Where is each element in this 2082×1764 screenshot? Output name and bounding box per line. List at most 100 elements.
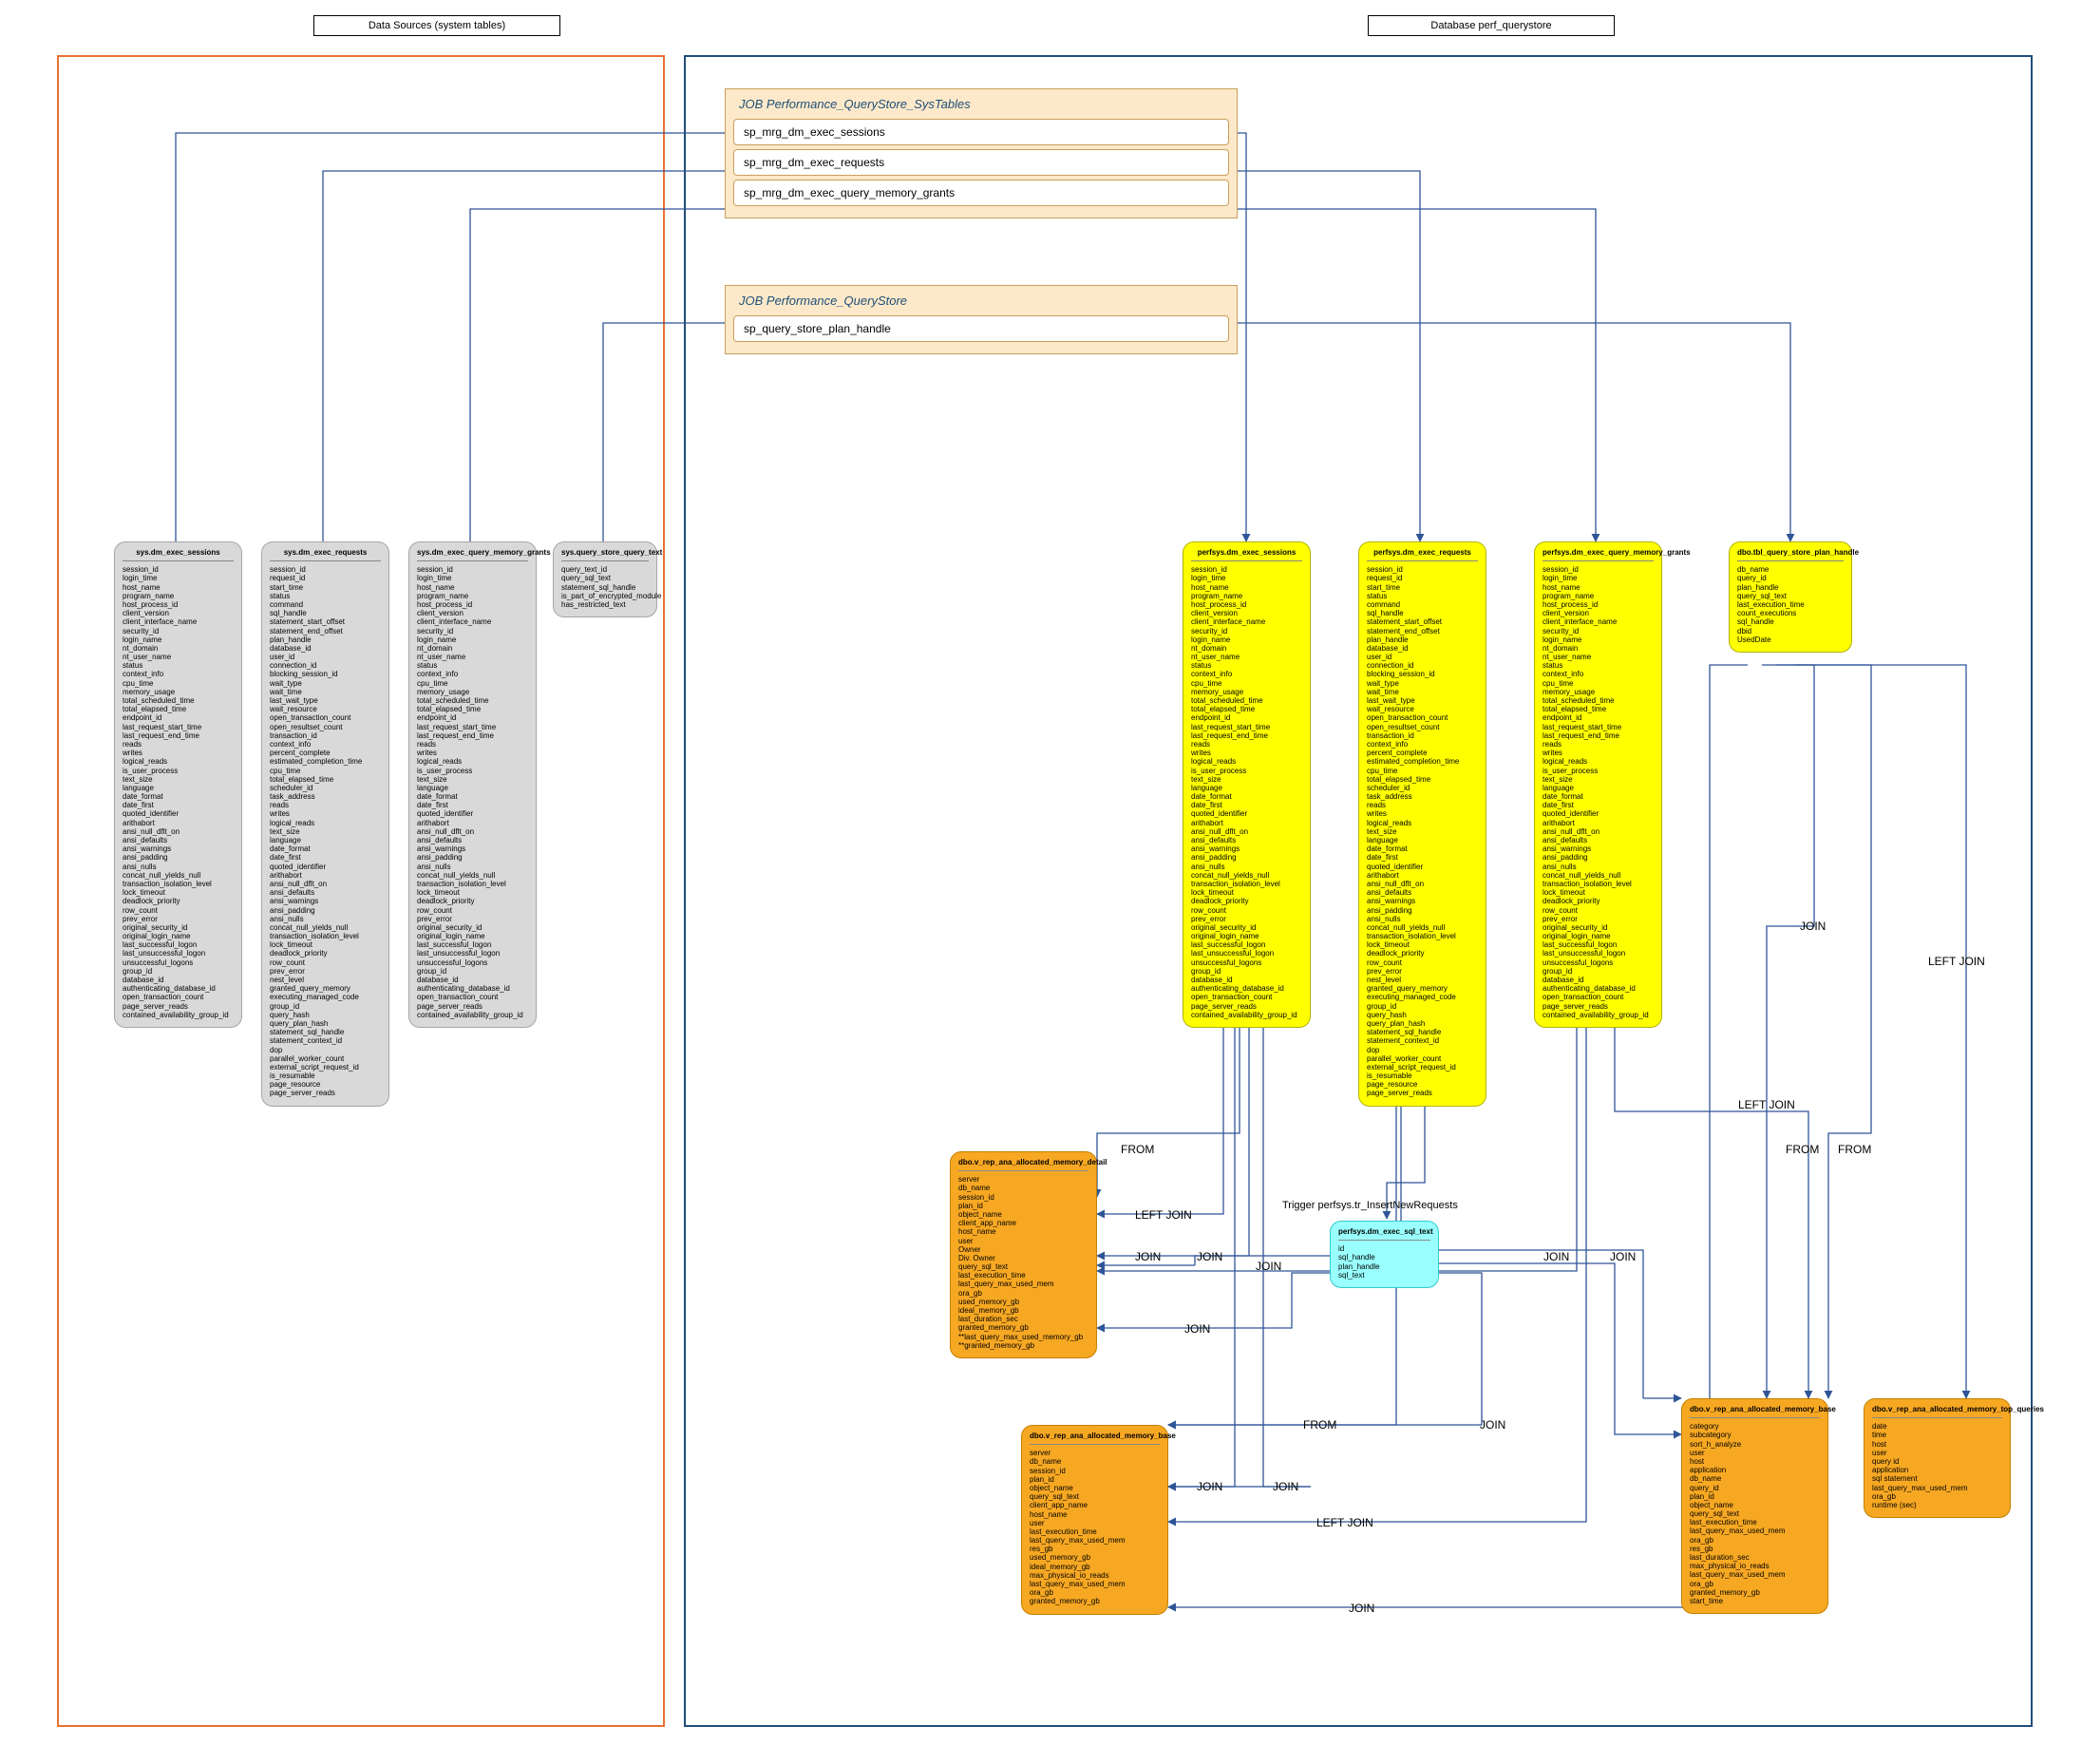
column-name: text_size — [417, 775, 528, 784]
column-name: ansi_nulls — [1367, 915, 1478, 923]
lbl-leftjoin-2: LEFT JOIN — [1738, 1098, 1795, 1111]
table-title: dbo.v_rep_ana_allocated_memory_top_queri… — [1872, 1405, 2002, 1418]
tbl-dbo-v-rep-ana-allocated-memory-top-queries: dbo.v_rep_ana_allocated_memory_top_queri… — [1864, 1398, 2011, 1518]
column-name: total_elapsed_time — [270, 775, 381, 784]
column-name: session_id — [270, 565, 381, 574]
column-name: status — [417, 661, 528, 670]
lbl-from-3: FROM — [1838, 1143, 1871, 1156]
column-name: database_id — [123, 976, 234, 984]
column-name: application — [1872, 1466, 2002, 1474]
column-name: endpoint_id — [1191, 713, 1302, 722]
column-name: external_script_request_id — [1367, 1063, 1478, 1072]
column-name: context_info — [417, 670, 528, 678]
column-name: is_part_of_encrypted_module — [561, 592, 649, 600]
column-name: plan_handle — [1367, 635, 1478, 644]
column-name: category — [1690, 1422, 1820, 1431]
column-name: executing_managed_code — [270, 993, 381, 1001]
column-name: login_name — [1543, 635, 1654, 644]
column-name: last_request_end_time — [1191, 731, 1302, 740]
column-name: concat_null_yields_null — [417, 871, 528, 880]
table-columns: session_idrequest_idstart_timestatuscomm… — [270, 565, 381, 1097]
column-name: last_request_start_time — [1543, 723, 1654, 731]
column-name: program_name — [1543, 592, 1654, 600]
column-name: original_security_id — [417, 923, 528, 932]
column-name: contained_availability_group_id — [1191, 1011, 1302, 1019]
column-name: reads — [417, 740, 528, 749]
column-name: login_name — [123, 635, 234, 644]
column-name: estimated_completion_time — [270, 757, 381, 766]
lbl-join-11: JOIN — [1349, 1602, 1374, 1615]
lbl-join-2: JOIN — [1135, 1250, 1161, 1263]
column-name: blocking_session_id — [1367, 670, 1478, 678]
column-name: nt_domain — [123, 644, 234, 653]
column-name: dbid — [1737, 627, 1844, 635]
column-name: ansi_defaults — [1191, 836, 1302, 844]
column-name: connection_id — [270, 661, 381, 670]
column-name: security_id — [1191, 627, 1302, 635]
lbl-leftjoin-3: LEFT JOIN — [1135, 1208, 1192, 1222]
column-name: statement_start_offset — [270, 617, 381, 626]
column-name: reads — [123, 740, 234, 749]
column-name: concat_null_yields_null — [1543, 871, 1654, 880]
column-name: arithabort — [1543, 819, 1654, 827]
column-name: ansi_warnings — [123, 844, 234, 853]
column-name: writes — [1367, 809, 1478, 818]
column-name: last_wait_type — [270, 696, 381, 705]
column-name: concat_null_yields_null — [1367, 923, 1478, 932]
column-name: nt_domain — [1543, 644, 1654, 653]
table-columns: query_text_idquery_sql_textstatement_sql… — [561, 565, 649, 609]
column-name: writes — [1543, 749, 1654, 757]
column-name: text_size — [1367, 827, 1478, 836]
column-name: date_first — [1367, 853, 1478, 862]
job-querystore-title: JOB Performance_QueryStore — [739, 294, 1229, 308]
column-name: server — [958, 1175, 1088, 1184]
column-name: ansi_warnings — [1191, 844, 1302, 853]
column-name: scheduler_id — [270, 784, 381, 792]
column-name: prev_error — [1367, 967, 1478, 976]
job-querystore-box: JOB Performance_QueryStore sp_query_stor… — [725, 285, 1238, 354]
column-name: total_elapsed_time — [1191, 705, 1302, 713]
table-title: dbo.v_rep_ana_allocated_memory_base — [1690, 1405, 1820, 1418]
table-title: sys.query_store_query_text — [561, 548, 649, 561]
column-name: nest_level — [1367, 976, 1478, 984]
column-name: language — [123, 784, 234, 792]
column-name: memory_usage — [1191, 688, 1302, 696]
column-name: query_plan_hash — [270, 1019, 381, 1028]
column-name: reads — [1543, 740, 1654, 749]
column-name: sql statement — [1872, 1474, 2002, 1483]
column-name: object_name — [1030, 1484, 1160, 1492]
column-name: ansi_nulls — [417, 863, 528, 871]
column-name: date_format — [1191, 792, 1302, 801]
column-name: last_successful_logon — [417, 940, 528, 949]
table-columns: serverdb_namesession_idplan_idobject_nam… — [958, 1175, 1088, 1350]
column-name: last_request_start_time — [123, 723, 234, 731]
column-name: percent_complete — [270, 749, 381, 757]
column-name: parallel_worker_count — [1367, 1054, 1478, 1063]
column-name: runtime (sec) — [1872, 1501, 2002, 1509]
column-name: plan_handle — [1338, 1262, 1430, 1271]
column-name: is_user_process — [417, 767, 528, 775]
column-name: plan_handle — [1737, 583, 1844, 592]
column-name: cpu_time — [1367, 767, 1478, 775]
column-name: page_server_reads — [1543, 1002, 1654, 1011]
column-name: total_elapsed_time — [1367, 775, 1478, 784]
column-name: start_time — [1690, 1597, 1820, 1605]
column-name: last_unsuccessful_logon — [1191, 949, 1302, 958]
tbl-perfsys-dm-exec-sessions: perfsys.dm_exec_sessionssession_idlogin_… — [1183, 541, 1311, 1028]
column-name: page_server_reads — [123, 1002, 234, 1011]
column-name: contained_availability_group_id — [417, 1011, 528, 1019]
column-name: lock_timeout — [1191, 888, 1302, 897]
column-name: prev_error — [123, 915, 234, 923]
column-name: scheduler_id — [1367, 784, 1478, 792]
column-name: login_time — [417, 574, 528, 582]
column-name: date_format — [123, 792, 234, 801]
column-name: last_duration_sec — [958, 1315, 1088, 1323]
column-name: status — [1367, 592, 1478, 600]
column-name: writes — [123, 749, 234, 757]
column-name: id — [1338, 1244, 1430, 1253]
column-name: deadlock_priority — [1367, 949, 1478, 958]
table-columns: session_idlogin_timehost_nameprogram_nam… — [1191, 565, 1302, 1019]
column-name: last_successful_logon — [123, 940, 234, 949]
column-name: used_memory_gb — [1030, 1553, 1160, 1562]
column-name: ansi_padding — [123, 853, 234, 862]
